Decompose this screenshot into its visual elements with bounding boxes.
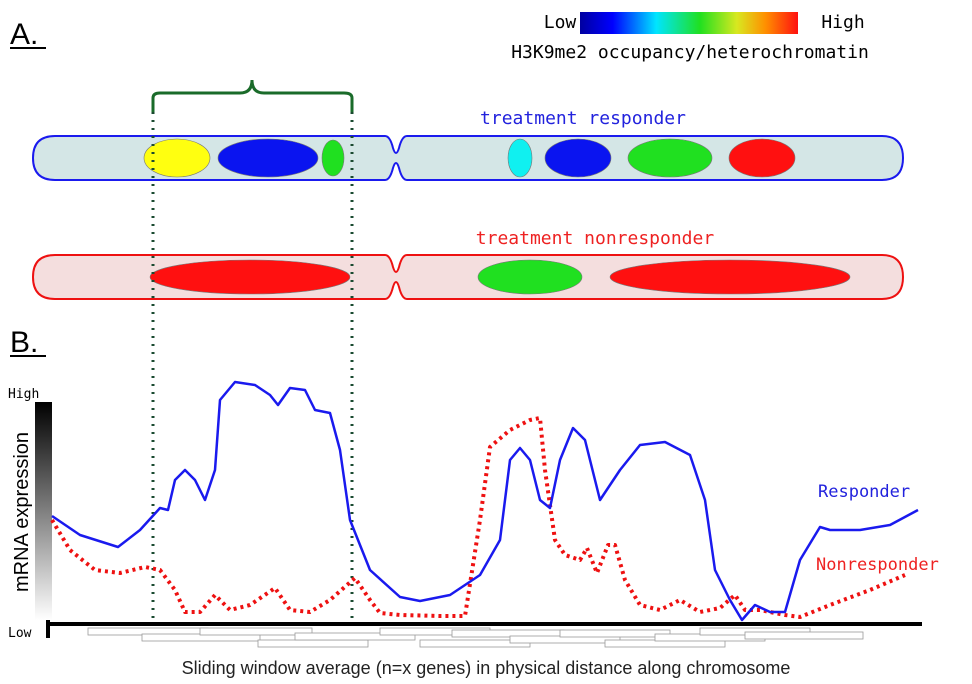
responder-label: treatment responder	[480, 108, 686, 129]
window	[745, 632, 863, 639]
bracket	[153, 80, 352, 112]
color-bar	[580, 12, 798, 34]
y-low: Low	[8, 626, 32, 641]
legend-caption: H3K9me2 occupancy/heterochromatin	[511, 42, 869, 63]
y-axis-title: mRNA expression	[11, 432, 33, 592]
region	[150, 260, 350, 294]
region	[508, 139, 532, 177]
region	[218, 139, 318, 177]
x-axis-title: Sliding window average (n=x genes) in ph…	[182, 658, 791, 678]
regions-nonresponder	[150, 260, 850, 294]
guide-lines	[153, 112, 352, 620]
region	[628, 139, 712, 177]
legend-high: High	[821, 12, 864, 33]
responder-legend: Responder	[818, 482, 910, 502]
window	[560, 630, 670, 637]
diagram: A. Low High H3K9me2 occupancy/heterochro…	[0, 0, 972, 684]
y-high: High	[8, 387, 39, 402]
panel-label: A.	[10, 18, 38, 51]
region	[610, 260, 850, 294]
region	[322, 140, 344, 176]
region	[545, 139, 611, 177]
responder-curve	[52, 382, 918, 620]
windows	[88, 628, 863, 647]
nonresponder-legend: Nonresponder	[816, 555, 939, 575]
legend-low: Low	[544, 12, 577, 33]
gray-scale	[35, 402, 52, 620]
panel-label: B.	[10, 326, 38, 359]
region	[478, 260, 582, 294]
region	[729, 139, 795, 177]
window	[258, 640, 368, 647]
nonresponder-curve	[52, 418, 905, 617]
nonresponder-label: treatment nonresponder	[476, 228, 715, 249]
